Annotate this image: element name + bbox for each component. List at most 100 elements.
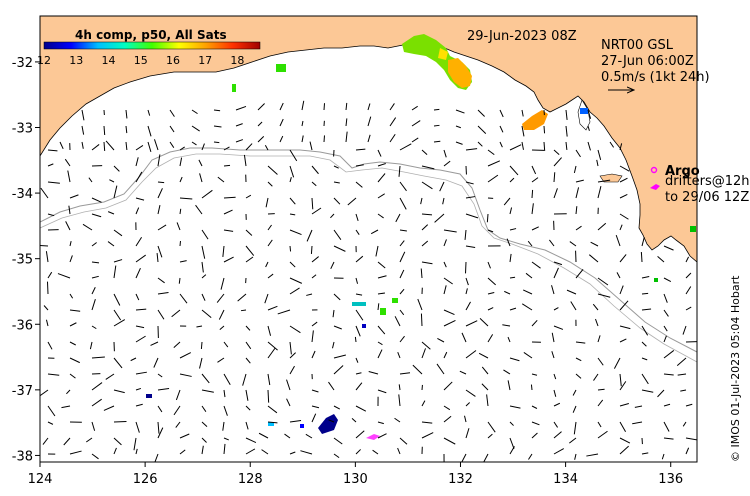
current-vector <box>199 357 203 369</box>
current-vector <box>377 149 382 157</box>
current-vector <box>553 402 561 407</box>
current-vector <box>399 229 407 232</box>
current-vector <box>88 177 93 183</box>
current-vector <box>443 229 457 233</box>
legend-scale: 0.5m/s (1kt 24h) <box>601 70 710 85</box>
current-vector <box>597 149 602 161</box>
current-vector <box>157 373 163 378</box>
current-vector <box>597 388 605 391</box>
colorbar-label: 15 <box>134 54 148 67</box>
current-vector <box>676 357 687 366</box>
current-vector <box>619 213 629 220</box>
current-vector <box>464 229 467 240</box>
current-vector <box>465 350 477 359</box>
current-vector <box>135 267 141 279</box>
current-vector <box>509 177 515 183</box>
current-vector <box>572 389 577 396</box>
current-vector <box>257 121 263 127</box>
current-vector <box>399 288 405 295</box>
current-vector <box>69 293 74 299</box>
current-vector <box>619 165 630 172</box>
current-vector <box>289 177 292 183</box>
current-vector <box>443 239 447 247</box>
current-vector <box>284 433 291 439</box>
current-vector <box>135 157 139 167</box>
current-vector <box>89 341 93 350</box>
current-vector <box>377 341 383 346</box>
current-vectors <box>40 100 697 462</box>
drifter-icon <box>650 184 660 190</box>
current-vector <box>597 399 604 407</box>
current-vector <box>421 149 428 155</box>
current-vector <box>377 349 383 359</box>
current-vector <box>219 325 225 331</box>
current-vector <box>685 437 697 441</box>
current-vector <box>69 373 76 379</box>
colorbar-label: 14 <box>101 54 115 67</box>
current-vector <box>66 389 71 395</box>
current-vector <box>279 102 284 111</box>
current-vector <box>69 309 81 312</box>
y-tick-label: -37 <box>12 384 33 399</box>
current-vector <box>135 335 146 343</box>
current-vector <box>573 165 577 174</box>
current-vector <box>499 109 504 118</box>
contour-shelf <box>40 147 697 353</box>
current-vector <box>399 335 405 343</box>
current-vector <box>345 118 348 127</box>
current-vector <box>619 285 624 295</box>
current-vector <box>333 365 344 375</box>
current-vector <box>267 405 278 414</box>
current-vector <box>107 241 115 247</box>
current-vector <box>575 341 586 344</box>
current-vector <box>507 336 511 343</box>
current-vector <box>399 437 408 445</box>
current-vector <box>103 405 115 411</box>
current-vector <box>377 173 386 183</box>
y-tick-label: -35 <box>12 253 33 268</box>
current-vector <box>572 405 577 413</box>
y-tick-label: -33 <box>12 122 33 137</box>
current-vector <box>443 351 448 359</box>
current-vector <box>289 365 295 375</box>
current-vector <box>398 384 401 391</box>
current-vector <box>685 272 692 279</box>
current-vector <box>220 277 225 290</box>
current-vector <box>486 213 489 223</box>
current-vector <box>509 437 515 449</box>
current-vector <box>465 196 476 199</box>
current-vector <box>173 405 181 416</box>
current-vector <box>157 387 170 391</box>
current-vector <box>487 229 494 233</box>
current-vector <box>157 277 165 284</box>
current-vector <box>503 197 511 206</box>
sst-patches <box>146 34 696 440</box>
current-vector <box>201 405 207 412</box>
current-vector <box>245 448 256 455</box>
current-vector <box>147 141 152 153</box>
current-vector <box>394 417 401 423</box>
current-vector <box>306 229 313 242</box>
current-vector <box>619 224 623 231</box>
current-vector <box>125 109 128 119</box>
current-vector <box>300 450 313 455</box>
current-vector <box>264 145 269 151</box>
current-vector <box>91 275 99 279</box>
sst-patch-h <box>300 424 304 428</box>
current-vector <box>587 109 592 119</box>
current-vector <box>641 373 649 385</box>
current-vector <box>333 293 341 301</box>
legend: NRT00 GSL 27-Jun 06:00Z 0.5m/s (1kt 24h)… <box>601 38 750 205</box>
current-vector <box>113 265 117 279</box>
current-vector <box>640 251 643 263</box>
current-vector <box>235 105 247 111</box>
current-vector <box>47 213 55 217</box>
current-vector <box>619 403 629 407</box>
current-vector <box>289 287 300 295</box>
current-vector <box>619 338 627 343</box>
current-vector <box>135 293 140 301</box>
current-vector <box>433 108 440 111</box>
current-vector <box>597 185 602 199</box>
current-vector <box>420 197 423 205</box>
